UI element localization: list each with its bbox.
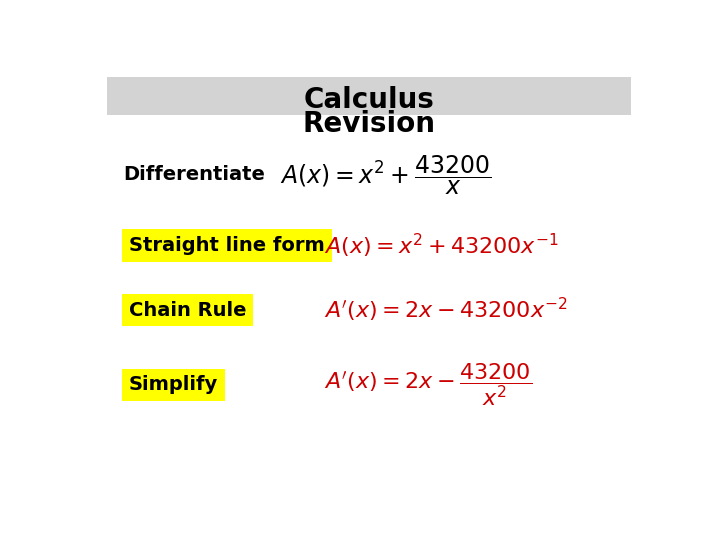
Text: $A'(x) = 2x - 43200x^{-2}$: $A'(x) = 2x - 43200x^{-2}$ [324, 296, 568, 324]
Text: $A'(x) = 2x - \dfrac{43200}{x^2}$: $A'(x) = 2x - \dfrac{43200}{x^2}$ [324, 362, 533, 408]
Text: Calculus: Calculus [304, 86, 434, 114]
Text: Revision: Revision [302, 110, 436, 138]
Text: $A(x) = x^2 + \dfrac{43200}{x}$: $A(x) = x^2 + \dfrac{43200}{x}$ [280, 153, 491, 197]
Text: Simplify: Simplify [129, 375, 218, 394]
Text: Differentiate: Differentiate [124, 165, 266, 185]
Text: $A(x) = x^2 + 43200x^{-1}$: $A(x) = x^2 + 43200x^{-1}$ [324, 232, 559, 260]
Text: Chain Rule: Chain Rule [129, 301, 246, 320]
Text: Straight line form: Straight line form [129, 236, 325, 255]
FancyBboxPatch shape [107, 77, 631, 114]
